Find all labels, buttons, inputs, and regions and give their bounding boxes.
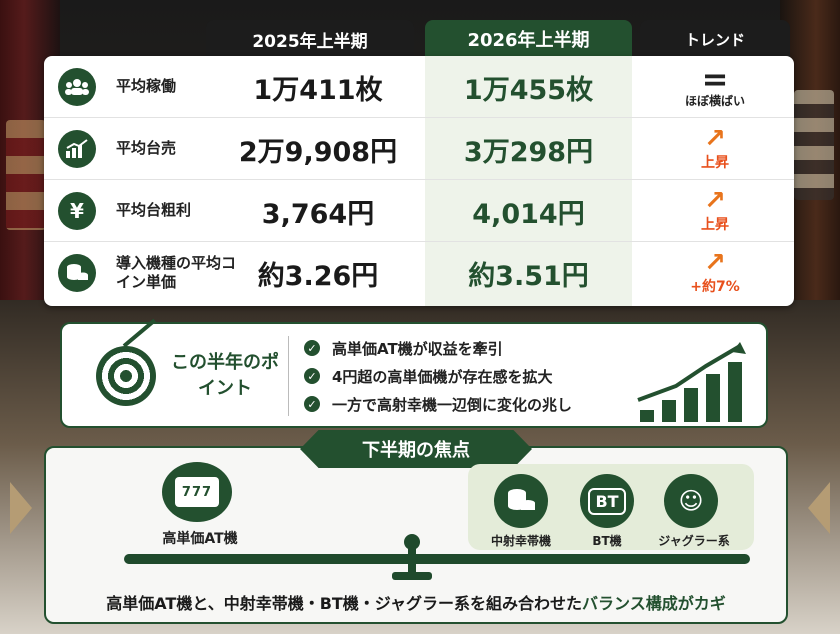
trend-cell: ↗ 上昇	[640, 180, 790, 242]
slot-reel-decoration	[6, 120, 46, 230]
trend-cell: ↗ 上昇	[640, 118, 790, 180]
table-row: 導入機種の平均コイン単価 約3.26円 約3.51円 ↗ +約7%	[44, 242, 794, 306]
metric-label: 平均稼働	[116, 77, 177, 96]
value-2026: 3万298円	[463, 136, 594, 168]
point-item-text: 4円超の高単価機が存在感を拡大	[332, 367, 553, 386]
check-icon: ✓	[304, 368, 320, 384]
metric-label: 平均台粗利	[116, 201, 192, 220]
equal-icon: =	[701, 59, 729, 98]
arrow-up-icon: ↗	[704, 248, 726, 278]
table-row: 平均台売 2万9,908円 3万298円 ↗ 上昇	[44, 118, 794, 180]
point-list: ✓ 高単価AT機が収益を牽引 ✓ 4円超の高単価機が存在感を拡大 ✓ 一方で高射幸機一…	[304, 334, 572, 418]
value-2025: 約3.26円	[257, 260, 379, 292]
bottom-summary-highlight: バランス構成がカギ	[582, 594, 726, 613]
arrow-up-icon: ↗	[704, 124, 726, 154]
value-2025: 2万9,908円	[238, 136, 398, 168]
focus-left-label: 高単価AT機	[162, 531, 238, 547]
table-row: 平均稼働 1万411枚 1万455枚 = ほぼ横ばい	[44, 56, 794, 118]
balance-scale-base	[392, 572, 432, 580]
divider	[288, 336, 289, 416]
point-item-text: 一方で高射幸機一辺倒に変化の兆し	[332, 395, 573, 414]
growth-chart-icon	[637, 342, 746, 422]
highlight-column-2026	[425, 56, 632, 306]
comparison-table: 平均稼働 1万411枚 1万455枚 = ほぼ横ばい 平均台売 2万9,908円…	[44, 56, 794, 306]
coins-icon	[58, 254, 96, 292]
arrow-up-icon: ↗	[704, 186, 726, 216]
list-item: ✓ 4円超の高単価機が存在感を拡大	[304, 362, 572, 390]
bottom-summary-text: 高単価AT機と、中射幸帯機・BT機・ジャグラー系を組み合わせた	[106, 594, 583, 613]
trend-cell: ↗ +約7%	[640, 242, 790, 304]
metric-label: 導入機種の平均コイン単価	[116, 253, 237, 292]
balance-scale-knob	[404, 534, 420, 550]
bt-badge: BT	[588, 487, 626, 515]
coins-icon	[494, 474, 548, 528]
check-icon: ✓	[304, 396, 320, 412]
balance-scale-post	[408, 540, 416, 576]
slot-reel-decoration	[794, 90, 834, 200]
trend-text: +約7%	[690, 279, 740, 295]
table-row: ¥ 平均台粗利 3,764円 4,014円 ↗ 上昇	[44, 180, 794, 242]
target-icon	[96, 346, 156, 406]
target-arrow-icon	[122, 318, 156, 348]
people-icon	[58, 68, 96, 106]
bottom-summary: 高単価AT機と、中射幸帯機・BT機・ジャグラー系を組み合わせたバランス構成がカギ	[44, 590, 788, 614]
column-header-2026: 2026年上半期	[425, 20, 632, 58]
trend-text: ほぼ横ばい	[684, 93, 745, 108]
value-2025: 3,764円	[261, 198, 375, 230]
chart-up-icon	[58, 130, 96, 168]
metric-label: 平均台売	[116, 139, 177, 158]
slot-reels: 777	[175, 477, 219, 507]
column-header-2025: 2025年上半期	[206, 20, 414, 58]
value-2026: 約3.51円	[468, 260, 589, 292]
bt-icon: BT	[580, 474, 634, 528]
trend-text: 上昇	[701, 217, 729, 233]
column-header-trend: トレンド	[640, 20, 790, 58]
focus-right-label: ジャグラー系	[658, 534, 730, 548]
chevron-right-icon	[808, 482, 830, 534]
point-panel: この半年のポイント ✓ 高単価AT機が収益を牽引 ✓ 4円超の高単価機が存在感を拡大…	[60, 318, 768, 428]
point-title: この半年のポイント	[171, 352, 279, 399]
focus-right-label: 中射幸帯機	[490, 534, 551, 548]
trend-text: 上昇	[701, 155, 729, 171]
trend-cell: = ほぼ横ばい	[640, 56, 790, 118]
point-item-text: 高単価AT機が収益を牽引	[332, 339, 503, 358]
check-icon: ✓	[304, 340, 320, 356]
focus-title: 下半期の焦点	[300, 430, 532, 468]
value-2026: 1万455枚	[463, 74, 594, 106]
list-item: ✓ 高単価AT機が収益を牽引	[304, 334, 572, 362]
focus-right-label: BT機	[592, 534, 622, 548]
chevron-left-icon	[10, 482, 32, 534]
list-item: ✓ 一方で高射幸機一辺倒に変化の兆し	[304, 390, 572, 418]
clown-icon: ☺	[664, 474, 718, 528]
value-2025: 1万411枚	[253, 74, 383, 106]
value-2026: 4,014円	[472, 198, 585, 230]
yen-icon: ¥	[58, 192, 96, 230]
slot-machine-icon: 777	[162, 462, 232, 522]
balance-scale-beam	[124, 554, 750, 564]
